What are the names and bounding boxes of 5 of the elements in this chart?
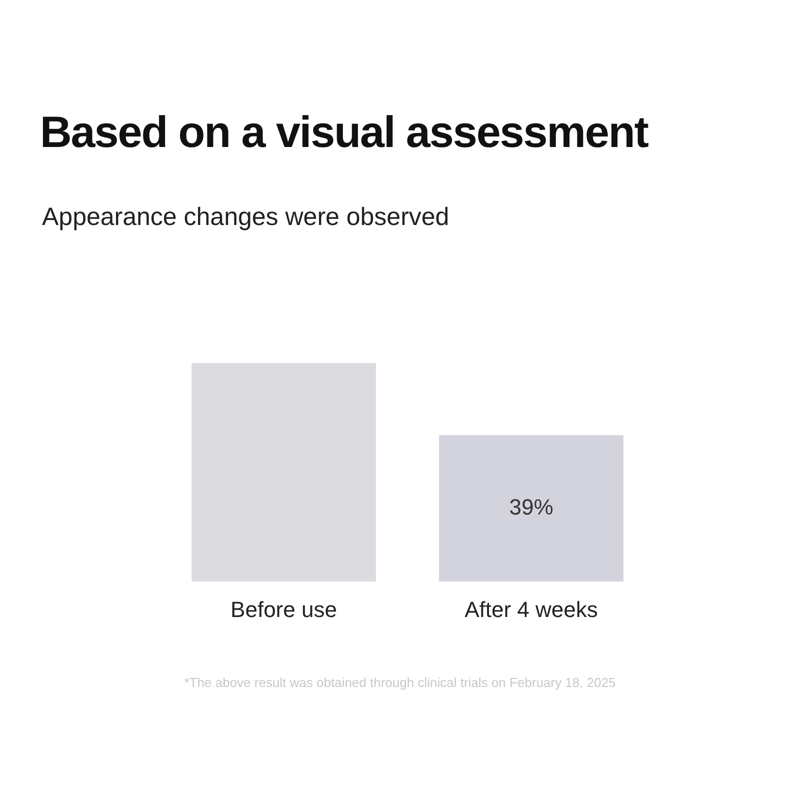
x-tick-label: Before use xyxy=(230,596,337,622)
x-tick-label: After 4 weeks xyxy=(464,596,598,622)
chart-title: Based on a visual assessment xyxy=(40,108,648,158)
chart-subtitle: Appearance changes were observed xyxy=(42,203,450,232)
annotation: 39% xyxy=(509,494,554,520)
